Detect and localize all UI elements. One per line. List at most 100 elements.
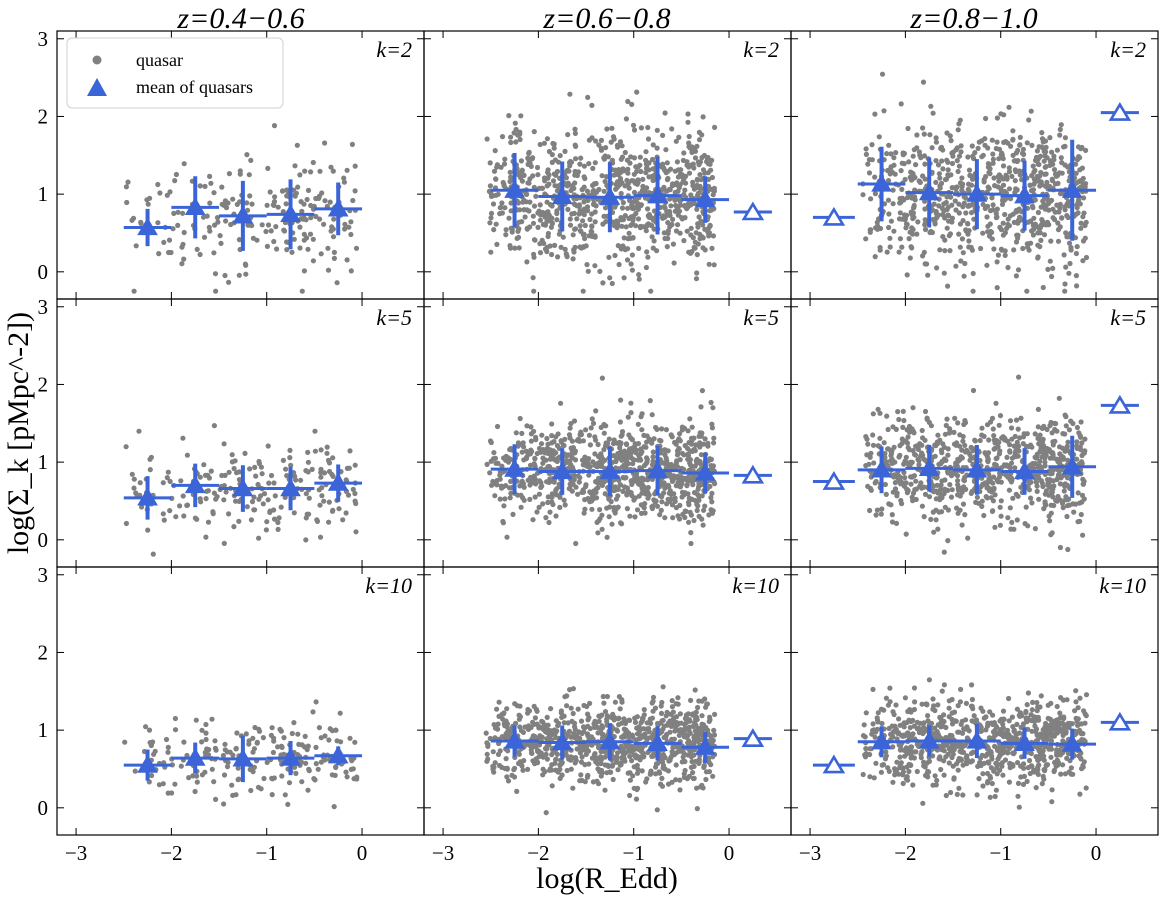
quasar-point (531, 203, 538, 209)
mean-marker (966, 459, 988, 478)
quasar-point (589, 211, 595, 217)
quasar-point (661, 184, 667, 190)
quasar-point (581, 510, 587, 516)
quasar-point (681, 771, 687, 777)
quasar-point (617, 419, 624, 425)
quasar-point (873, 478, 879, 485)
quasar-point (992, 461, 998, 467)
quasar-point (318, 447, 324, 453)
quasar-point (636, 245, 642, 251)
quasar-point (1028, 218, 1034, 224)
mean-marker (232, 748, 254, 767)
quasar-point (663, 427, 670, 433)
quasar-point (576, 203, 582, 210)
quasar-point (197, 251, 203, 258)
quasar-point (631, 155, 638, 161)
quasar-point (673, 762, 679, 768)
quasar-point (172, 781, 178, 787)
mean-marker (280, 204, 301, 222)
quasar-point (912, 452, 919, 458)
quasar-point (488, 458, 494, 464)
quasar-point (916, 178, 922, 184)
quasar-point (1054, 147, 1060, 153)
quasar-point (621, 235, 627, 241)
quasar-point (1080, 258, 1086, 264)
quasar-point (494, 162, 500, 168)
quasar-point (648, 768, 654, 774)
quasar-point (960, 433, 966, 440)
quasar-point (708, 167, 714, 173)
quasar-point (269, 725, 275, 731)
quasar-point (1021, 431, 1027, 437)
quasar-point (331, 804, 337, 810)
quasar-point (578, 155, 584, 161)
quasar-point (494, 482, 500, 488)
quasar-point (301, 215, 307, 221)
quasar-point (546, 479, 552, 485)
quasar-point (590, 165, 596, 171)
quasar-point (519, 168, 525, 174)
quasar-point (306, 766, 312, 772)
quasar-point (352, 462, 358, 468)
quasar-point (934, 265, 940, 271)
quasar-point (670, 515, 676, 521)
quasar-point (597, 268, 603, 274)
quasar-point (990, 156, 997, 162)
quasar-point (970, 270, 976, 277)
quasar-point (669, 183, 676, 189)
quasar-point (595, 485, 601, 491)
quasar-point (598, 451, 604, 457)
quasar-point (600, 280, 606, 286)
quasar-point (1082, 235, 1088, 241)
quasar-point (640, 176, 646, 182)
quasar-point (692, 155, 699, 161)
quasar-point (893, 520, 900, 527)
quasar-point (644, 439, 650, 445)
quasar-point (960, 181, 966, 187)
quasar-point (633, 447, 640, 453)
quasar-point (622, 451, 628, 457)
quasar-point (897, 452, 903, 458)
quasar-point (305, 246, 311, 252)
quasar-point (945, 538, 951, 544)
quasar-point (1052, 420, 1058, 426)
quasar-point (606, 514, 612, 520)
quasar-point (314, 517, 320, 523)
quasar-point (535, 210, 541, 216)
quasar-point (618, 397, 624, 403)
quasar-point (488, 193, 495, 199)
quasar-point (166, 249, 172, 256)
quasar-point (1007, 505, 1013, 511)
quasar-point (919, 485, 925, 491)
quasar-point (574, 746, 580, 752)
quasar-point (593, 437, 599, 443)
quasar-point (226, 469, 232, 475)
quasar-point (921, 514, 927, 520)
quasar-point (321, 221, 327, 227)
quasar-point (603, 219, 609, 225)
quasar-point (625, 236, 631, 242)
quasar-point (666, 186, 673, 192)
quasar-point (899, 244, 905, 250)
quasar-point (265, 497, 271, 503)
quasar-point (554, 208, 560, 214)
quasar-point (901, 483, 907, 489)
quasar-point (294, 142, 300, 148)
quasar-point (644, 455, 650, 461)
quasar-point (1015, 267, 1022, 273)
quasar-point (251, 746, 257, 752)
quasar-point (1018, 415, 1024, 421)
quasar-point (530, 213, 536, 219)
quasar-point (947, 248, 953, 254)
quasar-point (1071, 509, 1077, 515)
quasar-point (651, 497, 657, 503)
quasar-point (490, 749, 496, 755)
quasar-point (702, 226, 708, 232)
quasar-point (545, 209, 551, 215)
quasar-point (519, 430, 525, 436)
quasar-point (231, 524, 237, 530)
quasar-point (974, 494, 981, 500)
quasar-point (709, 425, 716, 431)
quasar-point (950, 149, 956, 155)
quasar-point (963, 195, 969, 201)
